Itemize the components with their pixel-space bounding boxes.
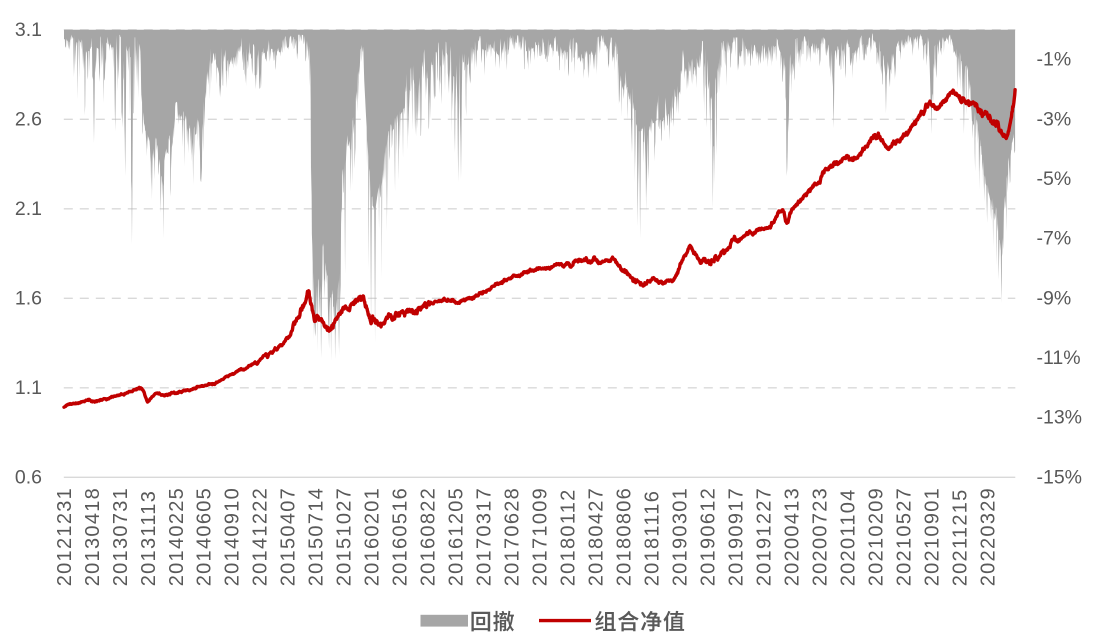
x-axis-tick-label: 20200723 [809,487,831,586]
left-axis-tick-label: 2.6 [15,108,42,130]
right-axis-tick-label: -13% [1037,407,1083,429]
gridlines [63,29,1016,389]
x-axis-tick-label: 20170317 [474,487,496,586]
x-axis-tick-label: 20160516 [390,487,412,586]
legend-netvalue-label [595,610,685,632]
legend-label-glyph [663,610,685,632]
legend-label-glyph [471,611,491,632]
legend-label-glyph [640,610,662,632]
legend-drawdown-swatch [420,614,468,627]
x-axis-tick-label: 20160201 [362,487,384,586]
x-axis-tick-label: 20190612 [697,487,719,586]
left-axis-tick-label: 1.1 [15,377,42,399]
x-axis-tick-label: 20140605 [194,487,216,586]
x-axis-tick-label: 20191227 [753,487,775,586]
x-axis-tick-label: 20141222 [250,487,272,586]
right-axis-tick-label: -7% [1037,228,1072,250]
x-axis-tick-label: 20150407 [278,487,300,586]
x-axis-tick-label: 20161205 [446,487,468,586]
legend: 回撤 组合净值 [420,610,685,632]
net-value-line-series [62,87,1017,409]
x-axis-tick-label: 20150714 [306,487,328,586]
right-axis-tick-label: -11% [1037,347,1081,369]
right-axis-tick-label: -9% [1037,287,1072,309]
legend-drawdown-label [471,610,514,632]
x-axis-tick-label: 20210209 [865,487,887,586]
x-axis-tick-label: 20180112 [558,488,580,586]
left-axis-tick-label: 2.1 [15,198,42,220]
x-axis-tick-label: 20200413 [781,487,803,586]
legend-label-glyph [493,610,514,632]
x-axis-tick-label: 20131113 [138,490,160,586]
x-axis-tick-label: 20140225 [166,487,188,586]
right-axis-tick-labels: -1% -3% -5% -7% -9% -11% -13% -15% [1037,49,1083,489]
x-axis-tick-label: 20181116 [641,490,663,586]
legend-label-glyph [618,610,639,632]
x-axis-tick-label: 20170628 [502,487,524,586]
x-axis-tick-label: 20210527 [893,487,915,586]
x-axis-tick-label: 20190917 [725,487,747,586]
x-axis-tick-label: 20140910 [222,487,244,586]
left-axis-tick-labels: 3.1 2.6 2.1 1.6 1.1 0.6 [15,19,42,488]
x-axis-tick-label: 20190301 [669,487,691,586]
x-axis-tick-label: 20211215 [949,488,971,586]
x-axis-tick-label: 20130418 [82,487,104,586]
legend-label-glyph [595,610,616,631]
right-axis-tick-label: -5% [1037,168,1072,190]
x-axis-tick-label: 20220329 [977,487,999,586]
drawdown-area-series [64,29,1016,361]
x-axis-tick-label: 20210901 [921,487,943,586]
left-axis-tick-label: 1.6 [15,287,42,309]
left-axis-tick-label: 0.6 [15,466,42,488]
x-axis-tick-label: 20201104 [837,488,859,586]
x-axis-tick-labels: 20121231 20130418 20130731 20131113 20140225… [54,487,1000,586]
x-axis-tick-label: 20121231 [54,487,76,586]
right-axis-tick-label: -15% [1037,466,1083,488]
x-axis-tick-label: 20130731 [110,487,132,586]
x-axis-tick-label: 20180427 [586,487,608,586]
x-axis-tick-label: 20151027 [334,487,356,586]
right-axis-tick-label: -3% [1037,108,1072,130]
x-axis-tick-label: 20180806 [614,487,636,586]
x-axis-tick-label: 20160822 [418,487,440,586]
x-axis-tick-label: 20171009 [530,487,552,586]
left-axis-tick-label: 3.1 [15,19,42,41]
right-axis-tick-label: -1% [1037,49,1072,71]
